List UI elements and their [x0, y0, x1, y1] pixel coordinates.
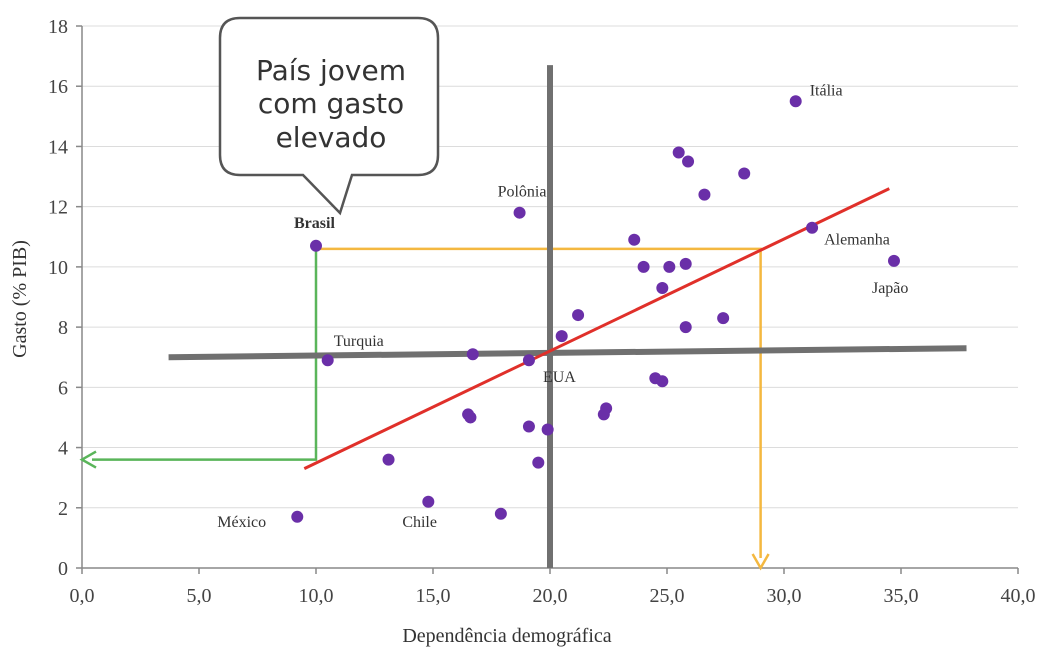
x-tick-label: 25,0: [650, 585, 685, 607]
data-point: [422, 495, 435, 508]
data-point: [466, 348, 479, 361]
data-point: [672, 146, 685, 159]
data-points: [291, 95, 900, 523]
x-axis-title: Dependência demográfica: [402, 625, 611, 647]
data-point: [291, 510, 304, 523]
point-label: Chile: [402, 514, 437, 531]
data-point: [679, 257, 692, 270]
x-tick-labels: 0,0 5,0 10,0 15,0 20,0 25,0 30,0 35,0 40,0: [70, 585, 1036, 607]
data-point: [717, 312, 730, 325]
data-point: [310, 239, 322, 252]
green-arrow-head: [79, 450, 97, 469]
data-point: [541, 423, 554, 436]
data-point: [656, 281, 669, 294]
y-tick-label: 18: [48, 16, 68, 38]
y-tick-label: 2: [58, 498, 68, 520]
data-point: [679, 321, 692, 334]
data-point: [522, 420, 535, 433]
point-label: Turquia: [334, 333, 384, 350]
data-point: [522, 354, 535, 367]
data-point: [572, 309, 585, 322]
data-point: [637, 260, 650, 273]
mean-lines: [168, 65, 967, 568]
data-point: [532, 456, 545, 469]
data-point: [656, 375, 669, 388]
point-label: Japão: [872, 280, 908, 297]
data-point: [738, 167, 751, 180]
point-label: México: [217, 514, 266, 531]
yellow-arrow: [316, 247, 762, 558]
callout-line-1: País jovem: [256, 54, 406, 87]
x-tick-label: 20,0: [533, 585, 568, 607]
data-point: [494, 507, 507, 520]
x-tick-label: 10,0: [299, 585, 334, 607]
callout-shape: [218, 16, 440, 216]
y-tick-label: 6: [58, 377, 68, 399]
point-label: Itália: [810, 82, 843, 99]
data-point: [628, 233, 641, 246]
point-labels: Brasil Polônia Itália Alemanha Japão Turquia E…: [217, 82, 908, 531]
data-point: [555, 330, 568, 343]
trend-line-segment: [303, 187, 890, 470]
y-tick-label: 4: [58, 438, 68, 460]
callout-line-2: com gasto: [258, 87, 404, 120]
trend-line: [303, 187, 890, 470]
x-tick-label: 0,0: [70, 585, 95, 607]
point-label: Polônia: [498, 184, 547, 201]
data-point: [464, 411, 477, 424]
point-label: EUA: [543, 369, 576, 386]
callout-line-3: elevado: [276, 121, 387, 154]
data-point: [698, 188, 711, 201]
x-tick-label: 40,0: [1001, 585, 1036, 607]
point-label: Alemanha: [824, 232, 890, 249]
y-tick-label: 14: [48, 136, 68, 158]
data-point: [887, 254, 900, 267]
callout-bubble: País jovem com gasto elevado: [218, 16, 440, 216]
y-tick-label: 16: [48, 76, 68, 98]
data-point: [806, 221, 819, 234]
x-tick-label: 35,0: [884, 585, 919, 607]
y-tick-label: 0: [58, 558, 68, 580]
y-tick-label: 12: [48, 197, 68, 219]
data-point: [321, 354, 334, 367]
x-tick-label: 15,0: [416, 585, 451, 607]
green-arrow: [92, 248, 318, 461]
mean-line-horizontal: [168, 345, 967, 361]
y-tick-label: 10: [48, 257, 68, 279]
data-point: [513, 206, 526, 219]
x-tick-label: 30,0: [767, 585, 802, 607]
y-axis-title: Gasto (% PIB): [9, 240, 31, 358]
data-point: [382, 453, 395, 466]
x-tick-label: 5,0: [187, 585, 212, 607]
data-point: [682, 155, 695, 168]
data-point: [789, 95, 802, 108]
data-point: [597, 408, 610, 421]
y-tick-labels: 0 2 4 6 8 10 12 14 16 18: [48, 16, 68, 580]
point-label: Brasil: [294, 215, 335, 232]
yellow-arrow-head: [751, 553, 770, 571]
y-tick-label: 8: [58, 317, 68, 339]
data-point: [663, 260, 676, 273]
